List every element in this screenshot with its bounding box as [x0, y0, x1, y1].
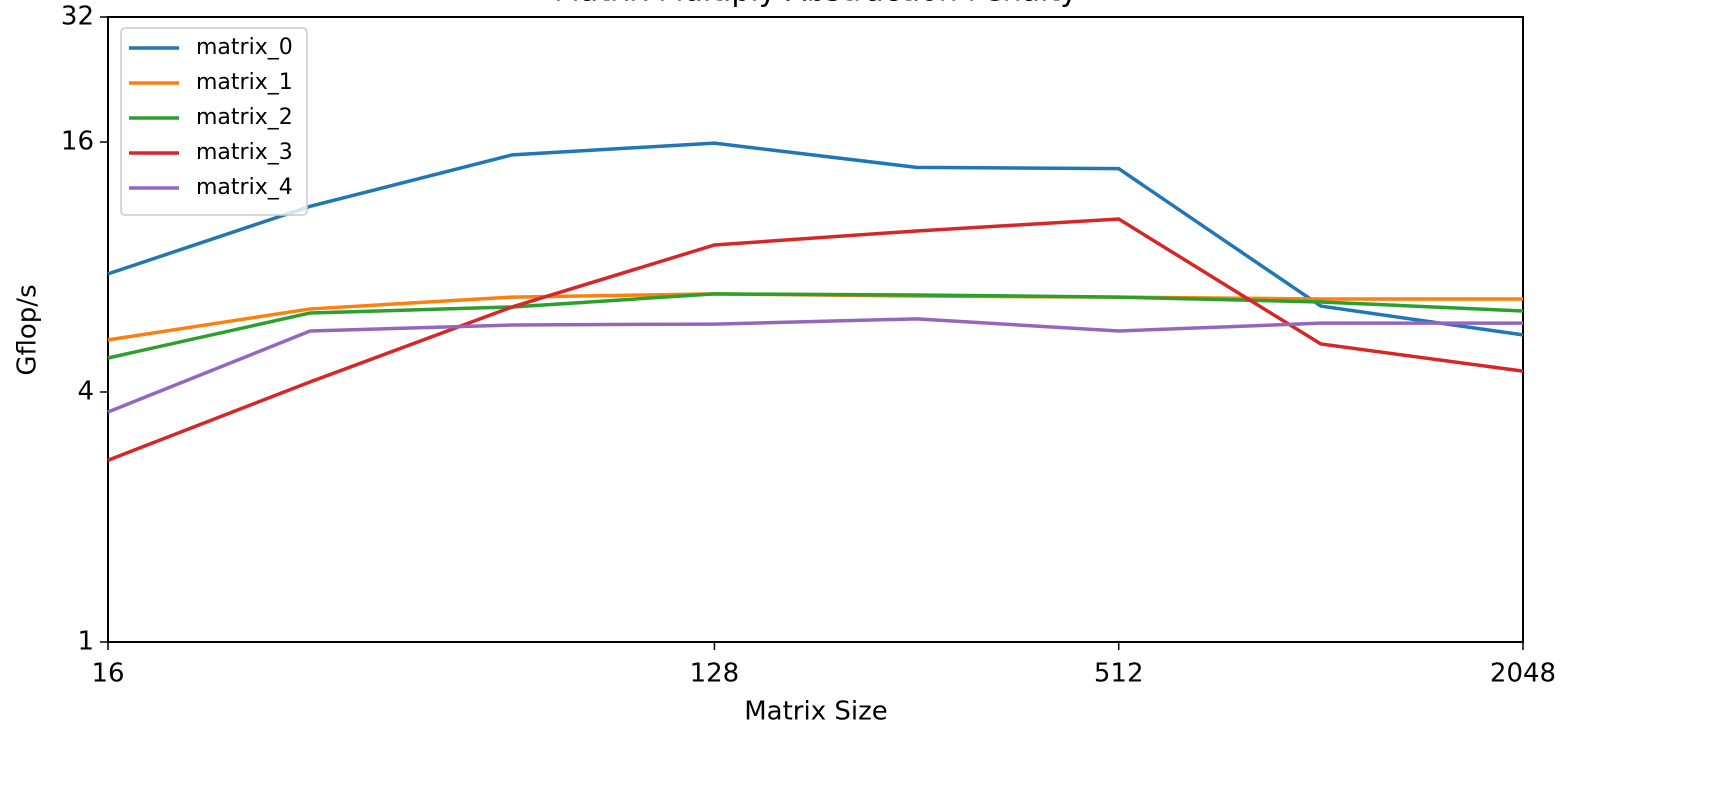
series-line — [107, 217, 1524, 462]
legend-label: matrix_0 — [196, 35, 293, 60]
series-line — [107, 141, 1524, 337]
x-axis-label: Matrix Size — [744, 697, 888, 727]
legend-box — [120, 27, 308, 216]
legend-label: matrix_1 — [196, 70, 293, 95]
y-tick-label: 4 — [77, 377, 94, 407]
x-tick-label: 128 — [690, 659, 740, 689]
x-tick-label: 2048 — [1490, 659, 1556, 689]
plot-frame — [107, 16, 1524, 643]
x-tick-label: 512 — [1094, 659, 1144, 689]
chart-title: Matrix Multiply Abstraction Penalty — [554, 0, 1078, 9]
y-tick-label: 16 — [61, 127, 94, 157]
legend-label: matrix_3 — [196, 140, 293, 165]
y-axis-label: Gflop/s — [13, 284, 43, 375]
legend-label: matrix_2 — [196, 105, 293, 130]
series-line — [107, 317, 1523, 414]
series-line — [107, 292, 1524, 360]
x-tick-label: 16 — [91, 659, 124, 689]
y-tick-label: 32 — [61, 2, 94, 32]
legend-label: matrix_4 — [196, 175, 293, 200]
y-tick-label: 1 — [77, 627, 94, 657]
